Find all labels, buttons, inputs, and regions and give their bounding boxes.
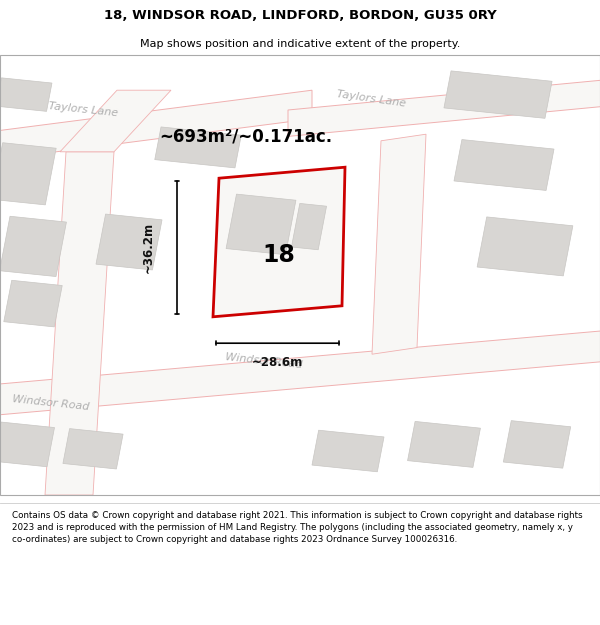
Text: ~28.6m: ~28.6m xyxy=(252,356,303,369)
Polygon shape xyxy=(312,430,384,472)
Text: Windsor Road: Windsor Road xyxy=(225,352,303,370)
Text: 18, WINDSOR ROAD, LINDFORD, BORDON, GU35 0RY: 18, WINDSOR ROAD, LINDFORD, BORDON, GU35… xyxy=(104,9,496,22)
Polygon shape xyxy=(96,214,162,270)
Polygon shape xyxy=(0,422,55,467)
Polygon shape xyxy=(226,194,296,255)
Polygon shape xyxy=(477,217,573,276)
Polygon shape xyxy=(0,330,600,416)
Polygon shape xyxy=(407,421,481,468)
Polygon shape xyxy=(0,78,52,111)
Polygon shape xyxy=(0,90,312,161)
Polygon shape xyxy=(45,152,114,495)
Polygon shape xyxy=(4,280,62,327)
Polygon shape xyxy=(63,429,123,469)
Text: Map shows position and indicative extent of the property.: Map shows position and indicative extent… xyxy=(140,39,460,49)
Text: Taylors Lane: Taylors Lane xyxy=(336,89,407,109)
Text: Taylors Lane: Taylors Lane xyxy=(48,101,119,119)
Polygon shape xyxy=(0,142,56,205)
Polygon shape xyxy=(444,71,552,118)
Text: ~693m²/~0.171ac.: ~693m²/~0.171ac. xyxy=(159,127,332,146)
Polygon shape xyxy=(288,79,600,136)
Polygon shape xyxy=(503,421,571,468)
Text: ~36.2m: ~36.2m xyxy=(142,222,155,273)
Text: Contains OS data © Crown copyright and database right 2021. This information is : Contains OS data © Crown copyright and d… xyxy=(12,511,583,544)
Polygon shape xyxy=(213,168,345,317)
Polygon shape xyxy=(155,127,241,168)
Text: Windsor Road: Windsor Road xyxy=(12,394,90,412)
Polygon shape xyxy=(292,203,326,250)
Polygon shape xyxy=(60,90,171,152)
Text: 18: 18 xyxy=(263,243,295,268)
Polygon shape xyxy=(372,134,426,354)
Polygon shape xyxy=(0,216,67,276)
Polygon shape xyxy=(454,139,554,191)
